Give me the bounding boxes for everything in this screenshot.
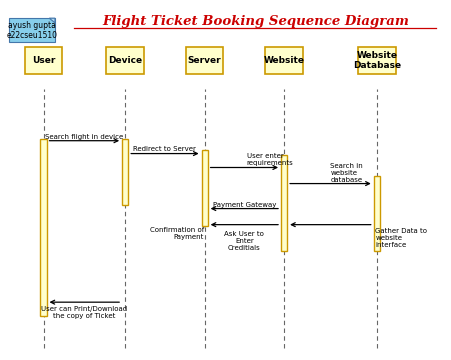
Text: Website
Database: Website Database [353,51,401,70]
Bar [9,18,55,42]
Bar [265,47,303,74]
Bar [106,47,144,74]
Text: Ask User to
Enter
Creditials: Ask User to Enter Creditials [225,231,264,251]
Bar [202,150,208,226]
Text: Search in
website
database: Search in website database [331,162,363,183]
Text: Device: Device [108,56,142,65]
Text: Website: Website [263,56,304,65]
Bar [41,139,46,316]
Bar [281,155,287,251]
Polygon shape [49,18,55,23]
Bar [358,47,396,74]
Bar [186,47,223,74]
Text: Payment Gateway: Payment Gateway [213,202,276,207]
Text: User enter
requirements: User enter requirements [247,153,293,166]
Bar [374,176,380,251]
Text: Confirmation of
Payment: Confirmation of Payment [150,227,204,240]
Text: Flight Ticket Booking Sequence Diagram: Flight Ticket Booking Sequence Diagram [102,14,409,27]
Text: ayush gupta
e22cseu1510: ayush gupta e22cseu1510 [6,21,57,40]
Text: Gather Data to
website
interface: Gather Data to website interface [375,228,428,248]
Text: User: User [32,56,55,65]
Text: Redirect to Server: Redirect to Server [133,147,196,153]
Text: Server: Server [188,56,221,65]
Text: User can Print/Download
the copy of Ticket: User can Print/Download the copy of Tick… [41,306,127,319]
Bar [25,47,62,74]
Text: Search flight in device: Search flight in device [45,134,123,140]
Bar [122,139,128,205]
